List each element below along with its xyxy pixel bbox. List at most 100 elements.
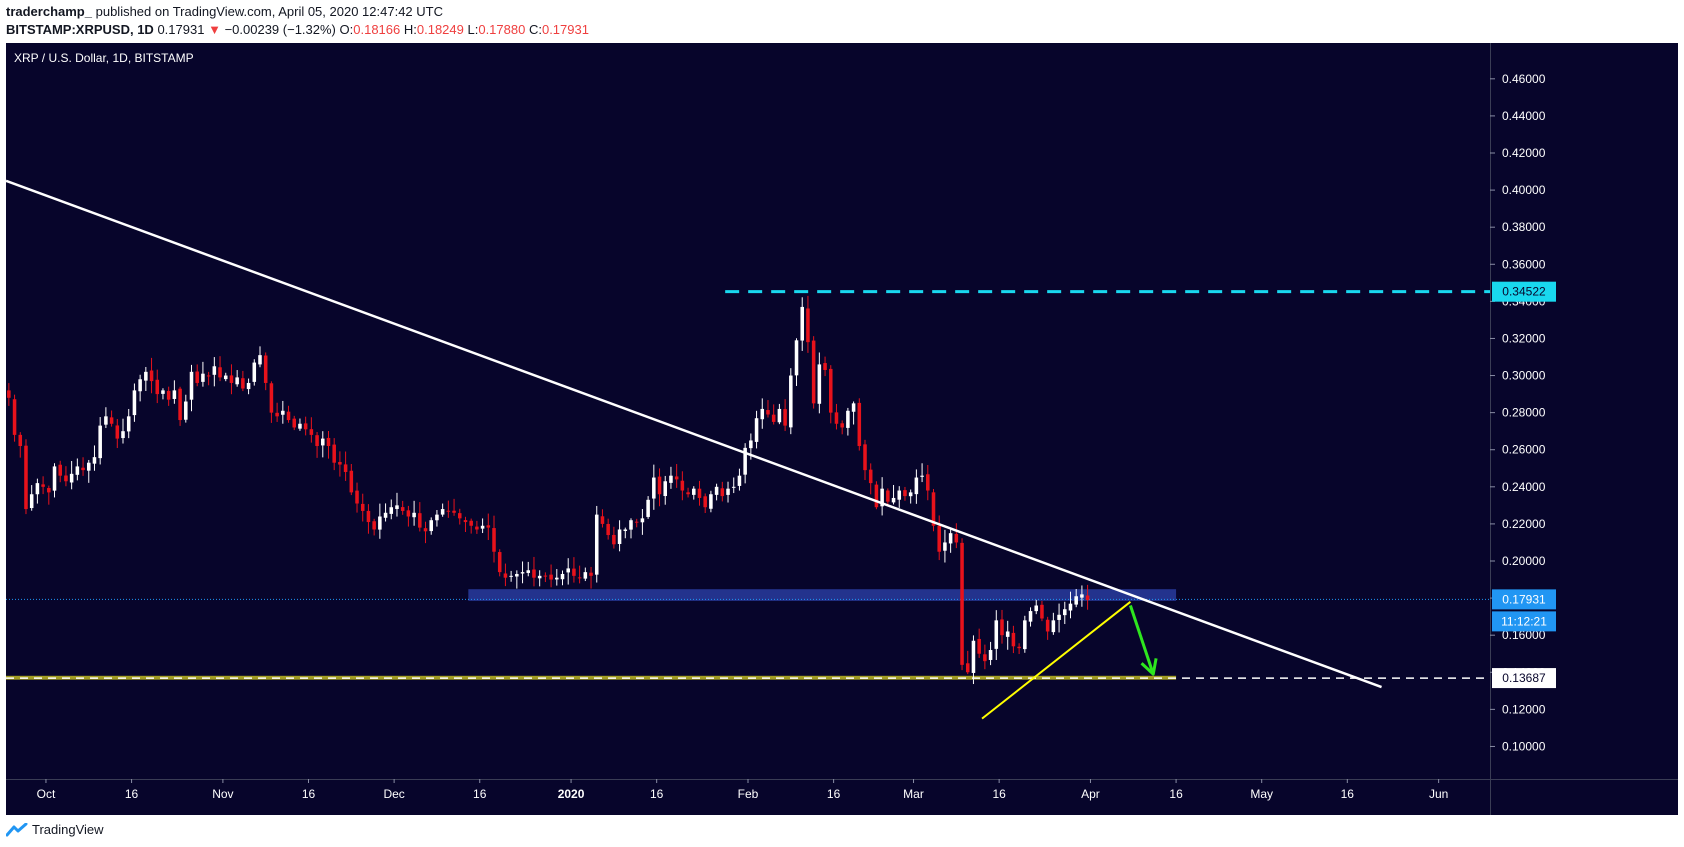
- candle-body: [640, 518, 645, 523]
- candle-body: [178, 388, 182, 421]
- candle-body: [303, 423, 308, 430]
- candle-body: [435, 514, 439, 521]
- high-value: 0.18249: [416, 22, 464, 37]
- candle-body: [868, 469, 873, 484]
- candle-body: [617, 529, 622, 544]
- candle-body: [657, 476, 662, 495]
- candle-body: [777, 408, 782, 423]
- candle-body: [81, 467, 85, 471]
- candle-body: [58, 464, 62, 476]
- time-tick-label: Jun: [1429, 787, 1448, 801]
- tradingview-logo-icon[interactable]: [6, 822, 28, 837]
- price-tags-layer: 0.34522 0.17931 11:12:21 0.13687: [1492, 281, 1556, 689]
- candle-body: [646, 499, 650, 517]
- candle-body: [1045, 619, 1050, 632]
- candle-body: [634, 521, 639, 523]
- candle-body: [537, 575, 542, 579]
- candle-body: [572, 568, 576, 576]
- candle-body: [343, 464, 348, 472]
- time-axis[interactable]: Oct 16 Nov 16 Dec 16 2020 16 Feb 16 Mar 16 Apr 16 May 1…: [37, 779, 1449, 801]
- descending-trendline: [6, 179, 1382, 689]
- price-tick-label: 0.30000: [1502, 369, 1546, 383]
- candle-body: [720, 488, 725, 497]
- candle-body: [92, 457, 97, 464]
- candle-body: [263, 355, 268, 383]
- candle-body: [1040, 604, 1044, 619]
- candle-body: [880, 488, 884, 507]
- candle-body: [418, 513, 422, 528]
- candle-body: [281, 410, 285, 415]
- countdown-tag-bg: [1492, 611, 1556, 632]
- candle-body: [532, 569, 536, 578]
- candle-body: [503, 573, 508, 578]
- last-price: 0.17931: [157, 22, 205, 37]
- candle-body: [138, 379, 142, 392]
- candle-body: [429, 520, 433, 532]
- candle-body: [1005, 631, 1010, 637]
- candle-body: [35, 483, 40, 495]
- candle-body: [1074, 596, 1078, 605]
- candle-body: [132, 390, 137, 416]
- candle-body: [994, 620, 999, 649]
- candle-body: [743, 447, 747, 475]
- footer: TradingView: [6, 822, 104, 837]
- candle-body: [891, 497, 896, 503]
- footer-brand[interactable]: TradingView: [32, 822, 104, 837]
- candle-body: [223, 375, 228, 380]
- candle-body: [104, 416, 108, 425]
- candle-body: [549, 574, 553, 580]
- candle-body: [594, 514, 599, 575]
- candle-body: [1017, 646, 1021, 649]
- candle-body: [1023, 620, 1027, 650]
- time-tick-label: 16: [1341, 787, 1355, 801]
- candle-body: [543, 575, 548, 577]
- candle-body: [948, 533, 953, 544]
- candle-body: [172, 390, 177, 399]
- candle-body: [121, 431, 125, 439]
- candle-body: [589, 572, 593, 576]
- price-tick-label: 0.24000: [1502, 480, 1546, 494]
- candle-body: [692, 488, 696, 495]
- candle-body: [983, 654, 987, 662]
- support-zone: [6, 675, 1177, 680]
- candle-body: [269, 383, 274, 413]
- candle-body: [697, 488, 702, 498]
- candle-body: [149, 370, 154, 382]
- candle-body: [920, 475, 924, 477]
- candle-body: [355, 490, 359, 504]
- candle-body: [577, 577, 582, 579]
- candle-body: [926, 474, 930, 491]
- candle-body: [446, 510, 451, 512]
- price-tick-label: 0.12000: [1502, 702, 1546, 716]
- candle-body: [218, 367, 222, 378]
- time-tick-label: 16: [650, 787, 664, 801]
- author-name[interactable]: traderchamp_: [6, 4, 92, 19]
- price-tick-label: 0.40000: [1502, 183, 1546, 197]
- resistance-price-tag-text: 0.34522: [1502, 285, 1546, 299]
- candle-body: [366, 510, 371, 523]
- candle-body: [794, 340, 799, 376]
- candle-body: [52, 466, 57, 491]
- price-chart[interactable]: XRP / U.S. Dollar, 1D, BITSTAMP 0.46000 0…: [6, 43, 1678, 815]
- candle-body: [12, 399, 17, 435]
- candle-body: [241, 378, 245, 389]
- candle-body: [206, 375, 211, 377]
- symbol-line: BITSTAMP:XRPUSD, 1D 0.17931 ▼ −0.00239 (…: [6, 22, 589, 37]
- symbol-name: BITSTAMP:XRPUSD, 1D: [6, 22, 154, 37]
- candle-body: [846, 410, 850, 428]
- candle-body: [754, 418, 759, 442]
- candle-body: [292, 418, 297, 428]
- candle-body: [457, 513, 462, 519]
- candle-body: [412, 512, 416, 518]
- annotations-layer: [6, 179, 1490, 720]
- candle-body: [469, 520, 473, 526]
- candle-body: [817, 364, 822, 404]
- candle-body: [600, 516, 605, 524]
- candle-body: [395, 505, 399, 509]
- candle-body: [937, 525, 941, 552]
- candle-body: [960, 542, 964, 665]
- candle-body: [423, 528, 428, 532]
- down-arrow-icon: ▼: [208, 22, 221, 37]
- candle-body: [166, 390, 171, 400]
- time-tick-label: Dec: [383, 787, 404, 801]
